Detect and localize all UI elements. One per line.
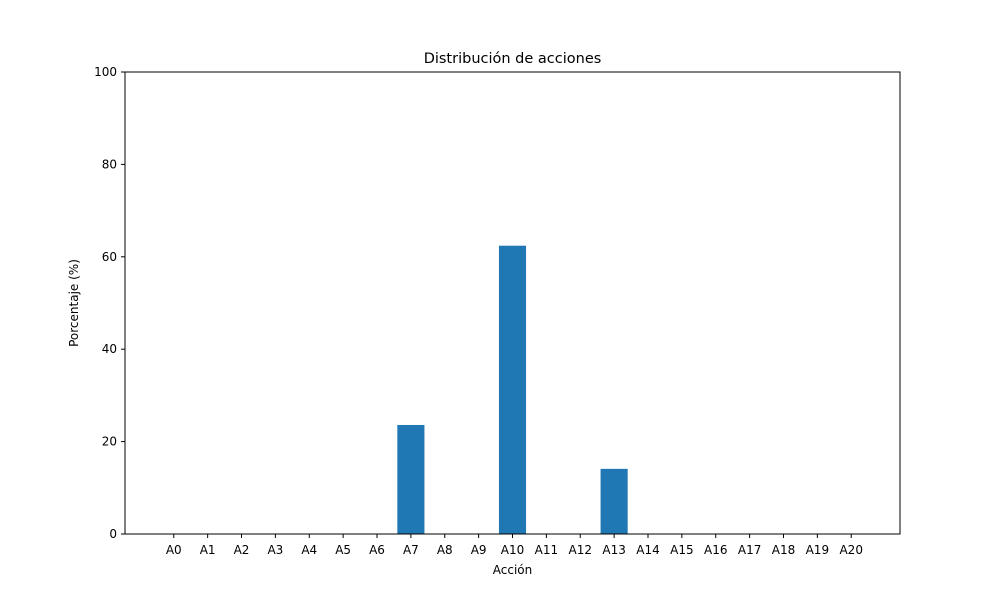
bar-A13 [600, 468, 628, 534]
chart-title: Distribución de acciones [424, 51, 602, 67]
bar-A7 [397, 424, 425, 534]
y-tick-label: 80 [102, 157, 117, 171]
bars-group [397, 245, 628, 534]
x-tick-label-A11: A11 [535, 543, 558, 557]
x-tick-label-A10: A10 [501, 543, 524, 557]
x-tick-label-A18: A18 [772, 543, 795, 557]
x-tick-label-A1: A1 [200, 543, 216, 557]
x-axis-ticks: A0 A1 A2 A3 A4 A5 A6 A7 A8 A9 A10 A11 A12 A13 A14 A15 A1… [166, 534, 863, 557]
y-axis-label: Porcentaje (%) [67, 259, 81, 347]
x-tick-label-A13: A13 [602, 543, 625, 557]
x-tick-label-A6: A6 [369, 543, 385, 557]
x-tick-label-A0: A0 [166, 543, 182, 557]
x-tick-label-A12: A12 [569, 543, 592, 557]
x-axis-label: Acción [493, 563, 532, 577]
x-tick-label-A15: A15 [670, 543, 693, 557]
y-tick-label: 0 [109, 527, 117, 541]
x-tick-label-A17: A17 [738, 543, 761, 557]
y-tick-label: 40 [102, 342, 117, 356]
x-tick-label-A2: A2 [234, 543, 250, 557]
x-tick-label-A19: A19 [806, 543, 829, 557]
x-tick-label-A8: A8 [437, 543, 453, 557]
bar-A10 [498, 245, 527, 534]
x-tick-label-A4: A4 [301, 543, 317, 557]
y-axis-ticks: 0 20 40 60 80 100 [94, 65, 125, 541]
x-tick-label-A14: A14 [636, 543, 659, 557]
x-tick-label-A5: A5 [335, 543, 351, 557]
x-tick-label-A9: A9 [471, 543, 487, 557]
x-tick-label-A20: A20 [839, 543, 862, 557]
x-tick-label-A16: A16 [704, 543, 727, 557]
plot-frame [124, 71, 901, 535]
y-tick-label: 100 [94, 65, 117, 79]
x-tick-label-A3: A3 [267, 543, 283, 557]
y-tick-label: 20 [102, 435, 117, 449]
y-tick-label: 60 [102, 250, 117, 264]
x-tick-label-A7: A7 [403, 543, 419, 557]
